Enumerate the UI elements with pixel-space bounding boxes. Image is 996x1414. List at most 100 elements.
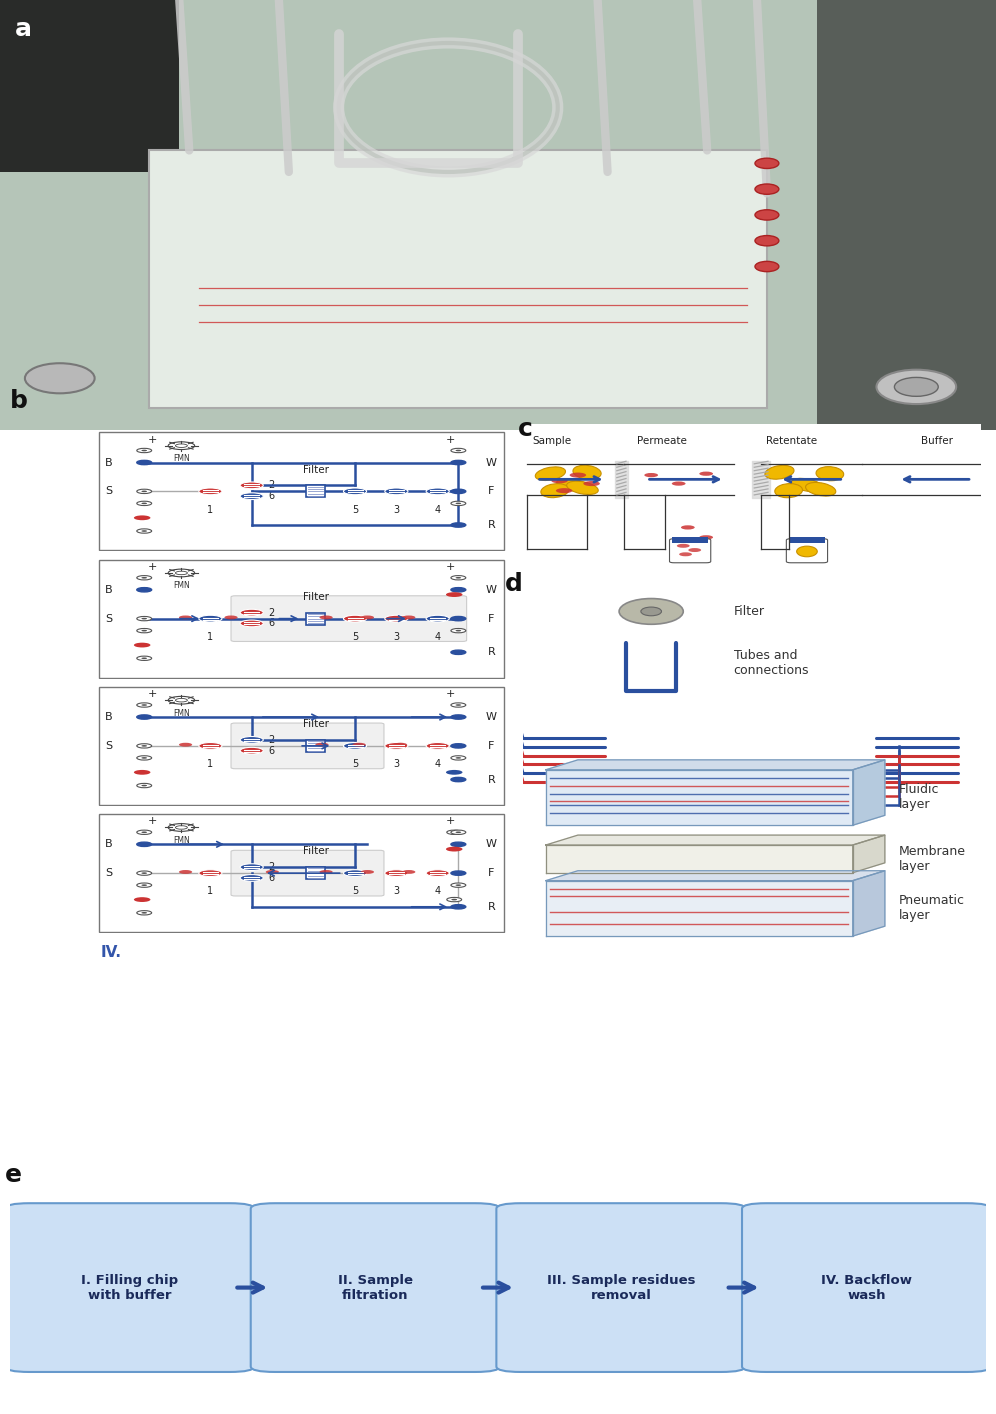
Circle shape xyxy=(894,378,938,396)
Circle shape xyxy=(141,491,147,492)
Circle shape xyxy=(179,742,192,747)
Text: Filter: Filter xyxy=(734,605,765,618)
Text: FMN: FMN xyxy=(173,454,190,464)
Bar xyxy=(307,612,325,625)
Circle shape xyxy=(136,575,151,580)
Ellipse shape xyxy=(775,484,803,498)
Circle shape xyxy=(136,529,151,533)
Polygon shape xyxy=(546,836,884,846)
Text: Retentate: Retentate xyxy=(766,436,817,447)
FancyBboxPatch shape xyxy=(99,560,504,677)
Text: FMN: FMN xyxy=(173,836,190,846)
Circle shape xyxy=(136,656,151,660)
Text: 2: 2 xyxy=(268,863,275,872)
Circle shape xyxy=(446,847,462,851)
Text: Filter: Filter xyxy=(303,847,329,857)
Circle shape xyxy=(240,482,263,489)
Ellipse shape xyxy=(797,546,818,557)
Ellipse shape xyxy=(765,465,794,479)
Text: 2: 2 xyxy=(268,481,275,491)
Circle shape xyxy=(136,489,151,493)
Circle shape xyxy=(451,778,466,782)
FancyBboxPatch shape xyxy=(669,539,711,563)
Circle shape xyxy=(240,621,263,626)
Text: +: + xyxy=(445,434,455,444)
Circle shape xyxy=(136,755,151,761)
Circle shape xyxy=(141,704,147,706)
Bar xyxy=(789,537,826,543)
Text: 2: 2 xyxy=(268,735,275,745)
Circle shape xyxy=(136,871,151,875)
Text: F: F xyxy=(488,614,495,624)
Text: Filter: Filter xyxy=(303,465,329,475)
Bar xyxy=(307,485,325,498)
Text: W: W xyxy=(486,458,497,468)
Text: 5: 5 xyxy=(352,632,359,642)
Text: I. Filling chip
with buffer: I. Filling chip with buffer xyxy=(81,1274,178,1302)
Circle shape xyxy=(755,236,779,246)
FancyBboxPatch shape xyxy=(99,433,504,550)
Circle shape xyxy=(455,629,461,632)
Text: 1: 1 xyxy=(207,505,213,515)
Text: 2: 2 xyxy=(268,608,275,618)
Text: Buffer: Buffer xyxy=(921,436,953,447)
Bar xyxy=(307,740,325,752)
Circle shape xyxy=(133,898,150,902)
Text: 4: 4 xyxy=(434,887,441,896)
Circle shape xyxy=(240,875,263,881)
Text: 6: 6 xyxy=(268,745,274,755)
Circle shape xyxy=(688,549,701,551)
Text: +: + xyxy=(445,689,455,699)
Circle shape xyxy=(136,617,151,621)
Ellipse shape xyxy=(806,482,836,496)
Text: W: W xyxy=(486,840,497,850)
Text: Filter: Filter xyxy=(303,592,329,602)
Circle shape xyxy=(136,783,151,788)
Circle shape xyxy=(353,742,366,747)
Circle shape xyxy=(455,502,461,505)
FancyBboxPatch shape xyxy=(496,1203,745,1372)
Polygon shape xyxy=(853,836,884,872)
Circle shape xyxy=(451,650,466,655)
FancyBboxPatch shape xyxy=(99,814,504,932)
Text: FMN: FMN xyxy=(173,581,190,591)
Circle shape xyxy=(136,628,151,633)
Bar xyxy=(307,867,325,880)
Circle shape xyxy=(570,472,586,478)
Text: S: S xyxy=(106,614,113,624)
Text: +: + xyxy=(147,561,157,571)
Ellipse shape xyxy=(557,478,590,492)
Circle shape xyxy=(393,742,407,747)
Circle shape xyxy=(344,742,367,749)
Circle shape xyxy=(136,715,151,720)
Polygon shape xyxy=(546,769,853,826)
Circle shape xyxy=(451,905,466,909)
Circle shape xyxy=(426,870,449,877)
Text: B: B xyxy=(106,840,113,850)
Circle shape xyxy=(136,501,151,506)
FancyBboxPatch shape xyxy=(787,539,828,563)
Text: Tubes and
connections: Tubes and connections xyxy=(734,649,809,677)
Text: 1: 1 xyxy=(207,759,213,769)
Text: R: R xyxy=(488,775,495,785)
Text: I.: I. xyxy=(101,563,113,578)
Circle shape xyxy=(402,615,415,619)
Text: 1: 1 xyxy=(207,887,213,896)
Circle shape xyxy=(133,769,150,775)
Circle shape xyxy=(384,615,408,622)
Text: 4: 4 xyxy=(434,759,441,769)
Circle shape xyxy=(426,742,449,749)
Text: 6: 6 xyxy=(268,872,274,882)
Circle shape xyxy=(240,609,263,617)
Text: R: R xyxy=(488,520,495,530)
Circle shape xyxy=(240,748,263,754)
Text: 5: 5 xyxy=(352,759,359,769)
Text: Sample: Sample xyxy=(532,436,571,447)
Polygon shape xyxy=(853,759,884,826)
Circle shape xyxy=(199,870,222,877)
Circle shape xyxy=(133,642,150,648)
Circle shape xyxy=(451,871,466,875)
Text: W: W xyxy=(486,585,497,595)
Text: +: + xyxy=(445,561,455,571)
Circle shape xyxy=(451,715,466,720)
